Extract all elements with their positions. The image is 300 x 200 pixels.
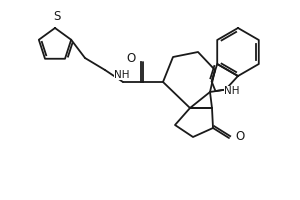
Text: O: O (127, 51, 136, 64)
Text: S: S (53, 10, 61, 23)
Text: O: O (235, 130, 244, 144)
Text: NH: NH (224, 86, 240, 96)
Text: NH: NH (114, 70, 130, 80)
